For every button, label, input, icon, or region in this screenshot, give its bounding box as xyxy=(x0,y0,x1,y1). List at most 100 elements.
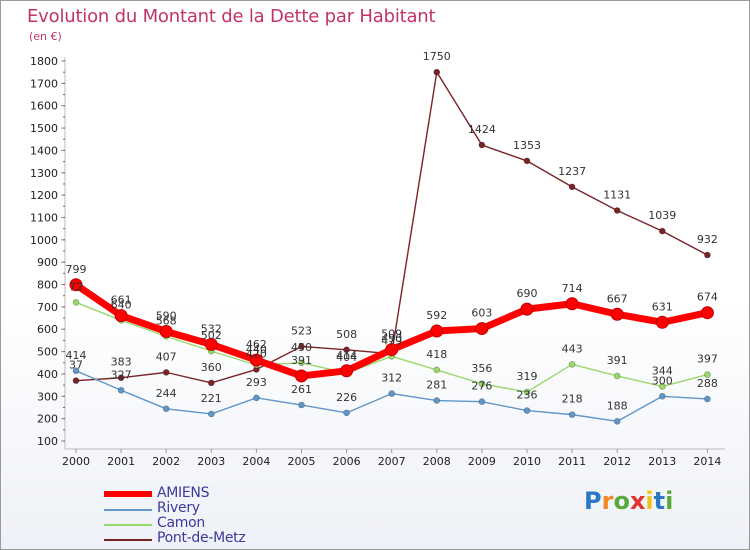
y-tick-label: 800 xyxy=(37,279,58,292)
data-label-pont-de-metz: 490 xyxy=(381,332,402,345)
data-label-pont-de-metz: 383 xyxy=(111,356,132,369)
data-label-pont-de-metz: 1039 xyxy=(648,209,676,222)
data-point-rivery xyxy=(613,418,621,425)
x-tick-label: 2001 xyxy=(107,455,135,468)
data-point-pont-de-metz xyxy=(72,377,80,384)
x-tick-label: 2007 xyxy=(378,455,406,468)
data-point-rivery xyxy=(658,392,666,400)
x-tick-label: 2002 xyxy=(152,455,180,468)
x-tick-label: 2000 xyxy=(62,455,90,468)
x-tick-label: 2010 xyxy=(513,455,541,468)
data-label-camon: 502 xyxy=(201,329,222,342)
data-label-camon: 440 xyxy=(246,343,267,356)
y-tick-label: 1000 xyxy=(30,234,58,247)
data-label-amiens: 690 xyxy=(517,287,538,300)
logo-letter: o xyxy=(613,487,630,515)
data-point-rivery xyxy=(208,410,215,418)
data-label-rivery: 218 xyxy=(562,393,583,406)
data-label-amiens: 590 xyxy=(156,309,177,322)
data-label-camon: 443 xyxy=(562,342,583,355)
data-point-amiens xyxy=(475,322,489,336)
data-point-amiens xyxy=(430,324,444,338)
data-point-pont-de-metz xyxy=(523,157,531,165)
data-label-amiens: 667 xyxy=(607,292,628,305)
data-label-rivery: 414 xyxy=(66,349,87,362)
data-point-camon xyxy=(658,383,666,390)
y-tick-label: 1700 xyxy=(30,77,58,90)
data-label-camon: 397 xyxy=(697,353,718,366)
data-label-rivery: 188 xyxy=(607,399,628,412)
legend-label-pont-de-metz: Pont-de-Metz xyxy=(157,530,246,546)
data-point-pont-de-metz xyxy=(117,374,125,382)
data-label-pont-de-metz: 932 xyxy=(697,233,718,246)
data-label-amiens: 592 xyxy=(426,309,447,322)
legend-label-camon: Camon xyxy=(157,515,205,531)
data-point-camon xyxy=(433,366,441,374)
proxiti-logo: Proxiti xyxy=(584,487,673,515)
data-point-pont-de-metz xyxy=(478,141,486,149)
y-tick-label: 900 xyxy=(37,256,58,269)
data-point-amiens xyxy=(204,337,218,351)
data-point-rivery xyxy=(298,401,305,409)
data-label-camon: 391 xyxy=(607,354,628,367)
data-point-amiens xyxy=(610,307,624,321)
logo-letter: i xyxy=(645,487,654,515)
data-point-amiens xyxy=(114,309,128,323)
logo-letter: P xyxy=(584,487,602,515)
data-label-rivery: 281 xyxy=(426,379,447,392)
data-label-rivery: 276 xyxy=(471,380,492,393)
y-tick-label: 700 xyxy=(37,301,58,314)
data-point-rivery xyxy=(117,386,125,394)
data-point-pont-de-metz xyxy=(208,379,215,387)
logo-letter: x xyxy=(629,487,646,515)
data-label-camon: 450 xyxy=(291,341,312,354)
data-label-pont-de-metz: 37 xyxy=(69,359,83,372)
x-tick-label: 2012 xyxy=(603,455,631,468)
data-point-rivery xyxy=(478,398,486,405)
data-point-pont-de-metz xyxy=(433,68,441,76)
data-point-camon xyxy=(568,361,576,368)
data-point-amiens xyxy=(700,306,714,320)
chart-subtitle: (en €) xyxy=(29,30,62,43)
data-label-camon: 479 xyxy=(381,334,402,347)
y-tick-label: 300 xyxy=(37,390,58,403)
y-tick-label: 100 xyxy=(37,435,58,448)
data-label-pont-de-metz: 360 xyxy=(201,361,222,374)
y-tick-label: 1600 xyxy=(30,100,58,113)
data-point-pont-de-metz xyxy=(613,207,621,214)
data-label-rivery: 261 xyxy=(291,383,312,396)
data-label-rivery: 288 xyxy=(697,377,718,390)
data-label-pont-de-metz: 1353 xyxy=(513,139,541,152)
data-point-amiens xyxy=(159,324,173,338)
data-label-pont-de-metz: 1237 xyxy=(558,165,586,178)
data-point-camon xyxy=(523,388,531,396)
data-label-pont-de-metz: 1750 xyxy=(423,50,451,63)
data-point-pont-de-metz xyxy=(162,369,170,376)
data-point-camon xyxy=(298,359,305,367)
chart-title: Evolution du Montant de la Dette par Hab… xyxy=(27,6,436,27)
data-label-camon: 72 xyxy=(69,280,83,293)
data-label-amiens: 462 xyxy=(246,338,267,351)
data-point-camon xyxy=(72,299,80,306)
legend-swatch-pont-de-metz xyxy=(104,539,152,541)
data-label-rivery: 293 xyxy=(246,376,267,389)
data-label-pont-de-metz: 420 xyxy=(246,347,267,360)
data-label-camon: 568 xyxy=(156,314,177,327)
data-label-camon: 344 xyxy=(652,364,673,377)
data-label-rivery: 300 xyxy=(652,374,673,387)
data-point-pont-de-metz xyxy=(658,227,666,235)
data-label-rivery: 244 xyxy=(156,387,177,400)
x-tick-label: 2008 xyxy=(423,455,451,468)
y-tick-label: 500 xyxy=(37,346,58,359)
data-label-amiens: 391 xyxy=(291,354,312,367)
data-label-camon: 319 xyxy=(517,370,538,383)
data-label-amiens: 714 xyxy=(562,282,583,295)
data-point-rivery xyxy=(343,409,350,417)
data-label-amiens: 414 xyxy=(336,349,357,362)
data-label-pont-de-metz: 1131 xyxy=(603,189,631,202)
data-label-amiens: 603 xyxy=(471,307,492,320)
data-label-amiens: 631 xyxy=(652,300,673,313)
data-label-amiens: 799 xyxy=(66,263,87,276)
data-label-camon: 418 xyxy=(426,348,447,361)
